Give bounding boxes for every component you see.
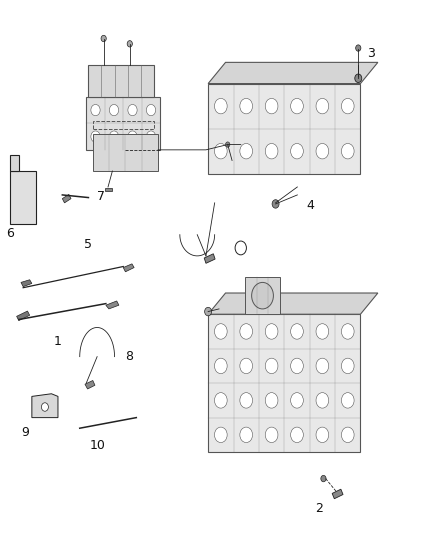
Polygon shape bbox=[208, 293, 378, 314]
Circle shape bbox=[291, 99, 304, 114]
Circle shape bbox=[240, 99, 253, 114]
Polygon shape bbox=[21, 280, 32, 287]
Circle shape bbox=[265, 393, 278, 408]
Circle shape bbox=[291, 427, 304, 442]
Text: 5: 5 bbox=[85, 238, 92, 251]
Text: 9: 9 bbox=[21, 425, 29, 439]
Circle shape bbox=[42, 403, 48, 411]
Circle shape bbox=[291, 143, 304, 159]
Circle shape bbox=[316, 324, 328, 339]
Polygon shape bbox=[105, 188, 112, 191]
Circle shape bbox=[215, 358, 227, 374]
Text: 3: 3 bbox=[367, 47, 375, 60]
Circle shape bbox=[341, 427, 354, 442]
Text: 4: 4 bbox=[306, 199, 314, 212]
Circle shape bbox=[146, 131, 155, 142]
Circle shape bbox=[341, 393, 354, 408]
Circle shape bbox=[316, 358, 328, 374]
Circle shape bbox=[265, 143, 278, 159]
Circle shape bbox=[128, 131, 137, 142]
Circle shape bbox=[341, 324, 354, 339]
Circle shape bbox=[215, 393, 227, 408]
Text: 1: 1 bbox=[54, 335, 62, 349]
Polygon shape bbox=[10, 171, 36, 224]
Circle shape bbox=[291, 324, 304, 339]
Circle shape bbox=[215, 143, 227, 159]
Circle shape bbox=[291, 358, 304, 374]
Polygon shape bbox=[208, 84, 360, 174]
Circle shape bbox=[341, 99, 354, 114]
Circle shape bbox=[205, 308, 212, 316]
Circle shape bbox=[265, 324, 278, 339]
Polygon shape bbox=[85, 381, 95, 389]
Circle shape bbox=[265, 358, 278, 374]
Text: 2: 2 bbox=[315, 503, 323, 515]
Circle shape bbox=[316, 143, 328, 159]
Circle shape bbox=[91, 104, 100, 116]
Polygon shape bbox=[86, 97, 160, 150]
Circle shape bbox=[110, 104, 119, 116]
Circle shape bbox=[110, 131, 119, 142]
Text: 7: 7 bbox=[97, 190, 105, 203]
Circle shape bbox=[240, 324, 253, 339]
Circle shape bbox=[226, 142, 230, 147]
Polygon shape bbox=[208, 314, 360, 452]
Circle shape bbox=[272, 200, 279, 208]
Circle shape bbox=[316, 427, 328, 442]
Circle shape bbox=[240, 393, 253, 408]
Circle shape bbox=[101, 35, 106, 42]
Polygon shape bbox=[245, 277, 280, 314]
Circle shape bbox=[240, 358, 253, 374]
Circle shape bbox=[215, 427, 227, 442]
Text: 6: 6 bbox=[6, 227, 14, 240]
Polygon shape bbox=[332, 489, 343, 499]
Circle shape bbox=[215, 99, 227, 114]
Circle shape bbox=[341, 358, 354, 374]
Circle shape bbox=[291, 393, 304, 408]
Polygon shape bbox=[32, 394, 58, 418]
Polygon shape bbox=[10, 155, 19, 171]
Text: 10: 10 bbox=[89, 439, 105, 452]
Polygon shape bbox=[17, 311, 30, 320]
Text: 8: 8 bbox=[125, 350, 134, 363]
Polygon shape bbox=[106, 301, 119, 309]
Circle shape bbox=[240, 427, 253, 442]
Polygon shape bbox=[208, 62, 378, 84]
Circle shape bbox=[341, 143, 354, 159]
Polygon shape bbox=[123, 264, 134, 272]
Polygon shape bbox=[204, 254, 215, 263]
Polygon shape bbox=[93, 134, 158, 171]
Circle shape bbox=[265, 99, 278, 114]
Polygon shape bbox=[88, 65, 154, 97]
Circle shape bbox=[91, 131, 100, 142]
Circle shape bbox=[321, 475, 326, 482]
Polygon shape bbox=[62, 195, 71, 203]
Circle shape bbox=[252, 282, 273, 309]
Circle shape bbox=[316, 393, 328, 408]
Circle shape bbox=[356, 45, 361, 51]
Circle shape bbox=[128, 104, 137, 116]
Circle shape bbox=[265, 427, 278, 442]
Circle shape bbox=[127, 41, 132, 47]
Circle shape bbox=[316, 99, 328, 114]
Circle shape bbox=[240, 143, 253, 159]
Circle shape bbox=[355, 74, 362, 83]
Circle shape bbox=[146, 104, 155, 116]
Circle shape bbox=[215, 324, 227, 339]
